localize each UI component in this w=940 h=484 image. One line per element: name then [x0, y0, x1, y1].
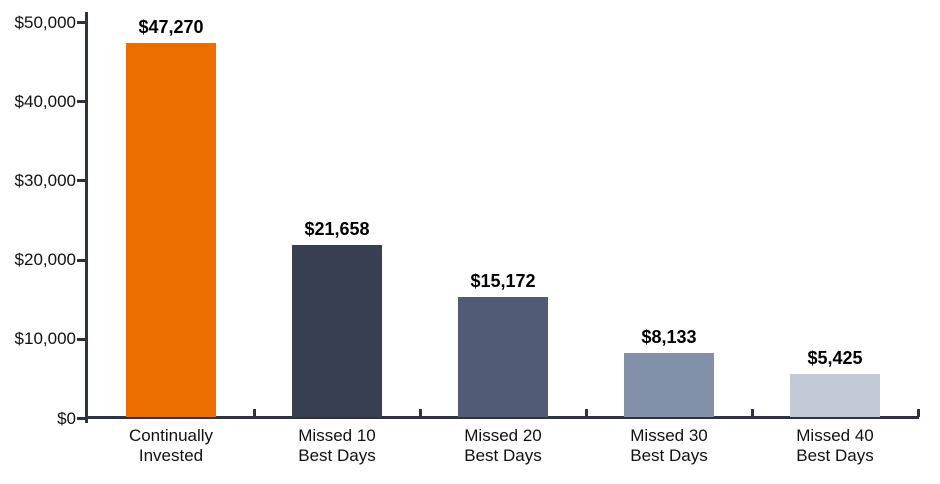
bar-value-label-0: $47,270 [138, 17, 204, 37]
y-tick-mark-0 [77, 417, 85, 420]
y-tick-mark-5 [77, 21, 85, 24]
x-tick-mark-3 [584, 409, 588, 417]
x-tick-mark-2 [418, 409, 422, 417]
y-tick-mark-2 [77, 258, 85, 262]
x-tick-mark-1 [252, 409, 256, 417]
y-tick-label-0: $0 [57, 408, 76, 428]
y-tick-label-4: $40,000 [14, 91, 76, 111]
bar-value-label-3: $8,133 [641, 327, 697, 347]
y-tick-label-2: $20,000 [14, 250, 76, 270]
y-axis-line [85, 12, 88, 423]
bar-value-label-2: $15,172 [470, 271, 536, 291]
x-tick-mark-5 [916, 409, 920, 417]
y-tick-label-3: $30,000 [14, 170, 76, 190]
y-tick-label-5: $50,000 [14, 12, 76, 32]
x-category-label-4: Missed 40 Best Days [796, 426, 874, 465]
x-category-label-2: Missed 20 Best Days [464, 426, 542, 465]
y-tick-mark-1 [77, 337, 85, 341]
x-category-label-0: Continually Invested [128, 426, 214, 465]
bar-4 [790, 374, 880, 417]
bar-1 [292, 245, 382, 417]
bar-3 [624, 353, 714, 417]
x-axis-line [85, 416, 919, 419]
x-category-label-3: Missed 30 Best Days [630, 426, 708, 465]
bar-value-label-4: $5,425 [807, 348, 863, 368]
x-category-label-1: Missed 10 Best Days [298, 426, 376, 465]
bar-2 [458, 297, 548, 417]
x-tick-mark-4 [750, 409, 754, 417]
y-tick-mark-3 [77, 179, 85, 183]
y-tick-label-1: $10,000 [14, 329, 76, 349]
bar-0 [126, 43, 216, 417]
y-tick-mark-4 [77, 100, 85, 104]
bar-value-label-1: $21,658 [304, 219, 370, 239]
